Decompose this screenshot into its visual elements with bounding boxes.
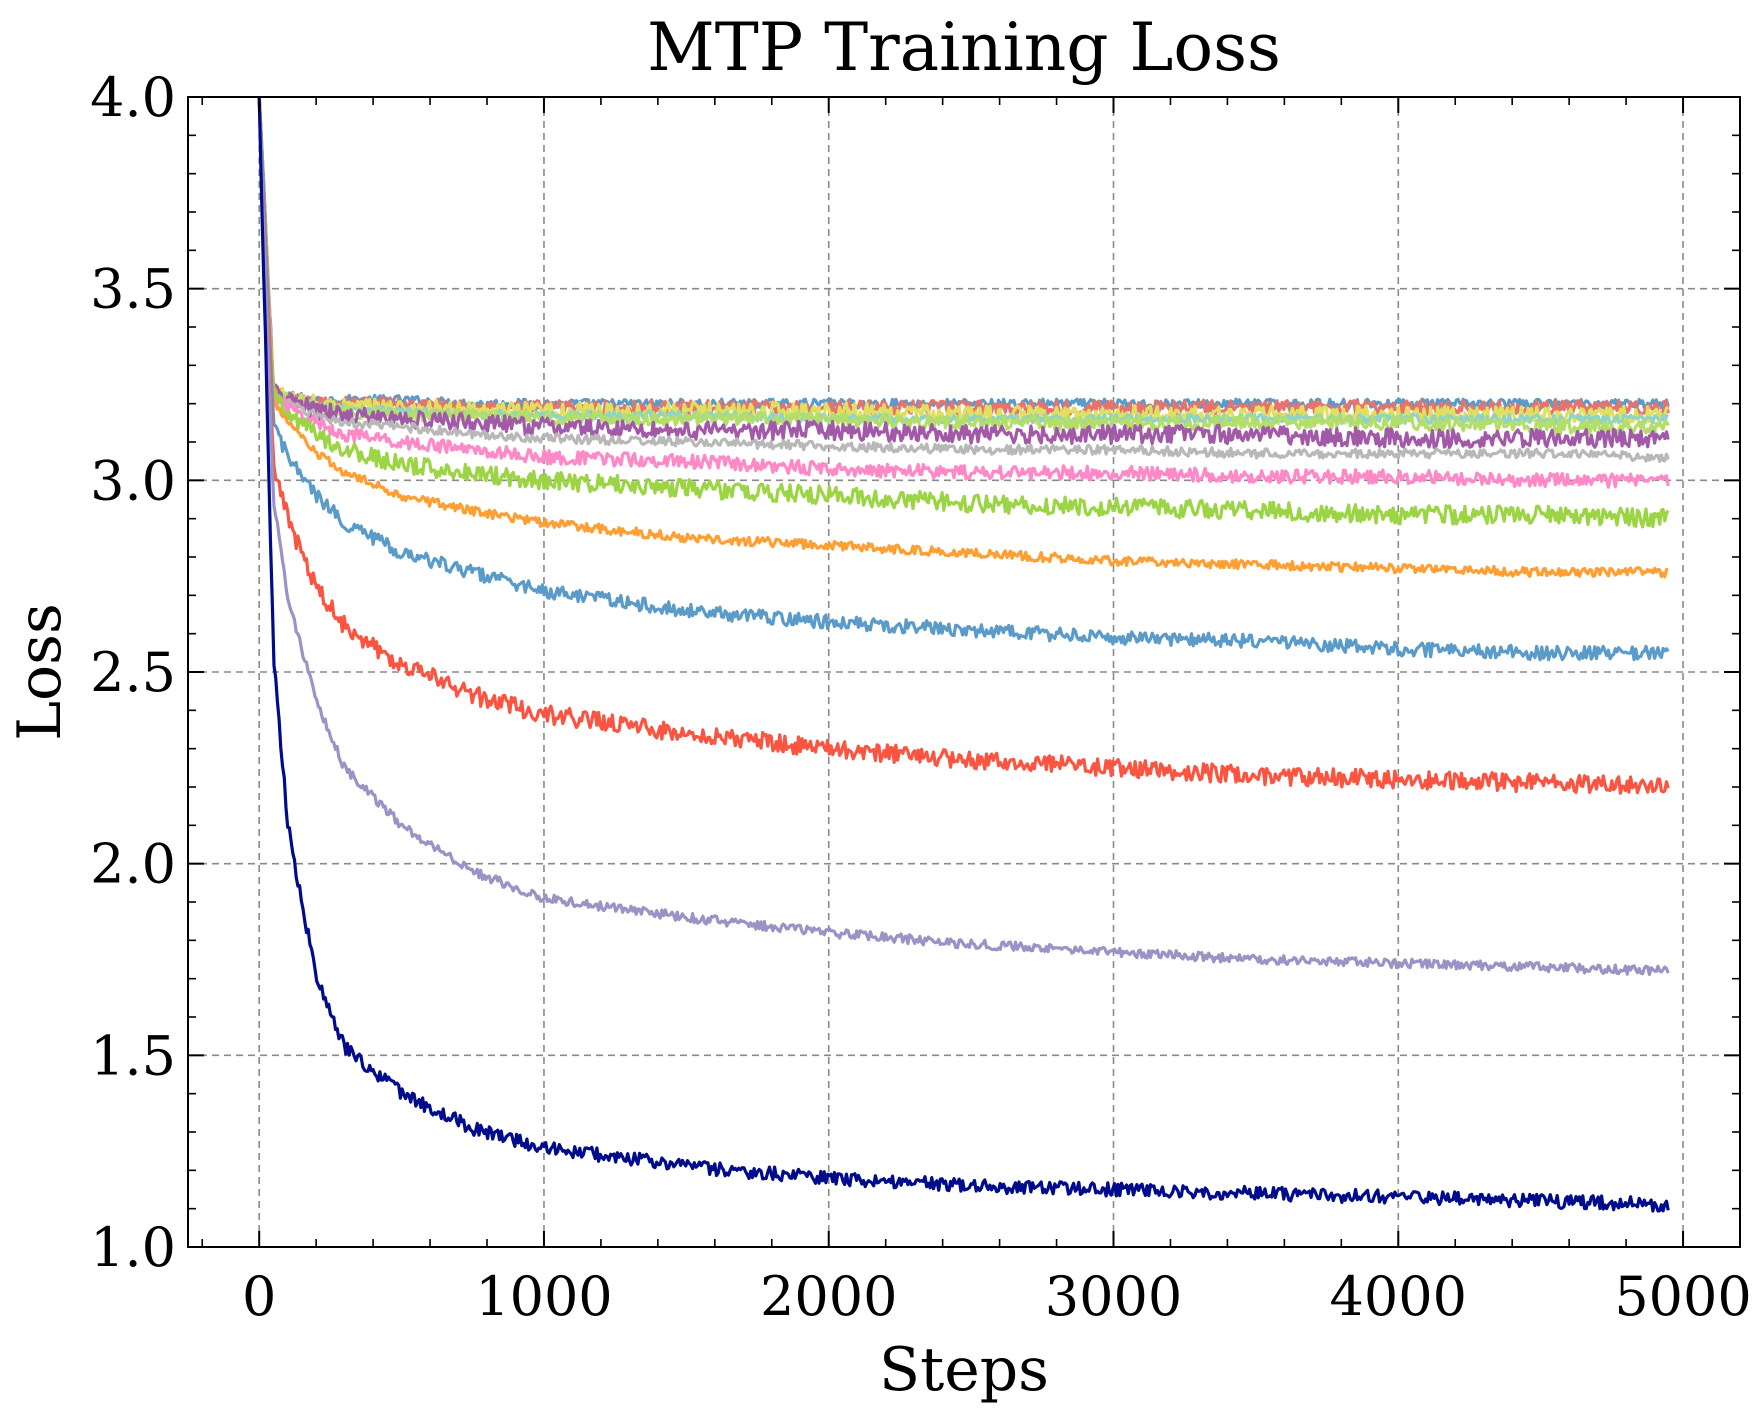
y-tick-label: 3.0 bbox=[90, 449, 176, 512]
y-tick-label: 4.0 bbox=[90, 66, 176, 129]
y-axis-label: Loss bbox=[5, 603, 75, 741]
chart-title: MTP Training Loss bbox=[647, 9, 1281, 86]
series-line-9 bbox=[257, 97, 1669, 579]
series-line-6 bbox=[257, 97, 1670, 463]
series-line-11 bbox=[257, 97, 1670, 795]
series-line-5 bbox=[257, 97, 1670, 449]
x-tick-label: 4000 bbox=[1330, 1265, 1467, 1328]
x-axis-label: Steps bbox=[879, 1335, 1049, 1405]
x-tick-label: 5000 bbox=[1614, 1265, 1751, 1328]
series-line-13 bbox=[257, 97, 1670, 1213]
series-line-7 bbox=[257, 97, 1670, 489]
series-line-8 bbox=[257, 97, 1670, 529]
series-line-12 bbox=[257, 97, 1670, 976]
y-tick-label: 1.0 bbox=[90, 1216, 176, 1279]
x-tick-label: 0 bbox=[242, 1265, 276, 1328]
x-tick-label: 1000 bbox=[475, 1265, 612, 1328]
series-line-4 bbox=[257, 97, 1670, 436]
grid-lines bbox=[188, 97, 1740, 1247]
axis-ticks bbox=[188, 96, 1740, 1248]
series-line-3 bbox=[257, 97, 1670, 426]
y-tick-label: 2.0 bbox=[90, 833, 176, 896]
y-tick-label: 2.5 bbox=[90, 641, 176, 704]
series-line-0 bbox=[257, 97, 1670, 410]
x-tick-label: 3000 bbox=[1045, 1265, 1182, 1328]
y-tick-label: 3.5 bbox=[90, 258, 176, 321]
series-line-10 bbox=[257, 97, 1670, 662]
series-line-2 bbox=[257, 97, 1669, 426]
x-tick-label: 2000 bbox=[760, 1265, 897, 1328]
y-tick-label: 1.5 bbox=[90, 1024, 176, 1087]
plot-frame bbox=[187, 96, 1741, 1248]
series-lines bbox=[257, 97, 1670, 1213]
tick-labels: 0 1000 2000 3000 4000 5000 1.0 1.5 2.0 2.5 3.0 3.5 4… bbox=[90, 66, 1752, 1328]
series-line-1 bbox=[257, 97, 1670, 416]
